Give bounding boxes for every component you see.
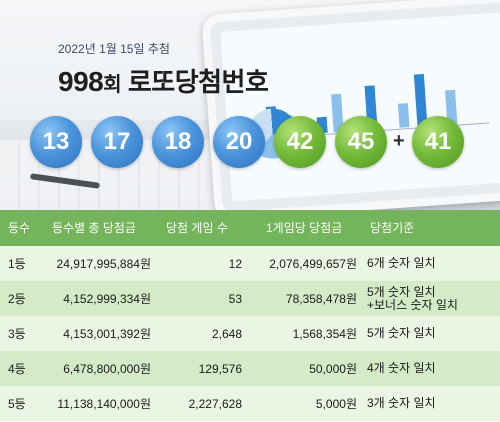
criteria-line: 5개 숫자 일치	[367, 284, 436, 299]
winner-count-cell: 53	[228, 291, 242, 306]
winner-count-cell: 2,227,628	[188, 396, 242, 411]
bonus-ball: 41	[412, 116, 464, 168]
table-row: 5등 11,138,140,000원 2,227,628 5,000원 3개 숫자 일치	[0, 386, 500, 421]
title-text: 로또당첨번호	[127, 67, 269, 97]
prize-per-game-cell: 50,000원	[309, 362, 357, 376]
header-total-prize: 등수별 총 당첨금	[52, 221, 136, 235]
total-prize-cell: 11,138,140,000원	[57, 397, 151, 411]
number-ball: 17	[91, 116, 143, 168]
rank-cell: 1등	[8, 257, 26, 271]
prize-per-game-cell: 78,358,478원	[285, 292, 357, 306]
total-prize-cell: 24,917,995,884원	[56, 257, 151, 271]
criteria-line: 5개 숫자 일치	[367, 326, 436, 340]
winner-count-cell: 12	[228, 256, 242, 271]
prize-per-game-cell: 1,568,354원	[292, 327, 357, 341]
criteria-cell: 5개 숫자 일치	[367, 316, 436, 351]
total-prize-cell: 6,478,800,000원	[63, 362, 151, 376]
criteria-cell: 3개 숫자 일치	[367, 386, 436, 421]
table-header: 등수 등수별 총 당첨금 당첨 게임 수 1게임당 당첨금 당첨기준	[0, 210, 500, 246]
total-prize-cell: 4,152,999,334원	[63, 292, 151, 306]
table-row: 3등 4,153,001,392원 2,648 1,568,354원 5개 숫자 일치	[0, 316, 500, 351]
winner-count-cell: 129,576	[198, 361, 242, 376]
round-suffix: 회	[103, 74, 122, 96]
header-criteria: 당첨기준	[370, 221, 415, 235]
total-prize-cell: 4,153,001,392원	[63, 327, 151, 341]
criteria-cell: 4개 숫자 일치	[367, 351, 436, 386]
rank-cell: 5등	[8, 397, 26, 411]
prize-per-game-cell: 5,000원	[315, 397, 357, 411]
rank-cell: 2등	[8, 292, 26, 306]
tablet-illustration	[201, 0, 500, 210]
prize-per-game-cell: 2,076,499,657원	[269, 257, 357, 271]
plus-sign: +	[393, 130, 405, 152]
rank-cell: 4등	[8, 362, 26, 376]
round-number: 998	[58, 66, 104, 97]
criteria-line: +보너스 숫자 일치	[367, 297, 458, 312]
rank-cell: 3등	[8, 327, 26, 341]
header-winner-count: 당첨 게임 수	[166, 221, 228, 235]
criteria-line: 4개 숫자 일치	[367, 361, 436, 375]
number-ball: 13	[30, 116, 82, 168]
criteria-cell: 6개 숫자 일치	[367, 246, 436, 281]
prize-table: 등수 등수별 총 당첨금 당첨 게임 수 1게임당 당첨금 당첨기준 1등 24,…	[0, 210, 500, 422]
tablet-screen	[220, 12, 500, 202]
criteria-cell: 5개 숫자 일치 +보너스 숫자 일치	[367, 281, 458, 316]
number-ball: 20	[213, 116, 265, 168]
banner-background: 2022년 1월 15일 추첨 998회 로또당첨번호	[0, 0, 500, 210]
header-prize-per-game: 1게임당 당첨금	[266, 221, 343, 235]
table-row: 2등 4,152,999,334원 53 78,358,478원 5개 숫자 일치 +보너…	[0, 281, 500, 316]
criteria-line: 3개 숫자 일치	[367, 396, 436, 410]
table-row: 4등 6,478,800,000원 129,576 50,000원 4개 숫자 일치	[0, 351, 500, 386]
page-title: 998회 로또당첨번호	[58, 62, 269, 99]
winner-count-cell: 2,648	[211, 326, 242, 341]
header-rank: 등수	[8, 221, 31, 235]
number-ball: 18	[152, 116, 204, 168]
number-ball: 42	[274, 116, 326, 168]
table-row: 1등 24,917,995,884원 12 2,076,499,657원 6개 숫자 일…	[0, 246, 500, 281]
criteria-line: 6개 숫자 일치	[367, 256, 436, 270]
number-ball: 45	[335, 116, 387, 168]
draw-date: 2022년 1월 15일 추첨	[58, 42, 170, 56]
